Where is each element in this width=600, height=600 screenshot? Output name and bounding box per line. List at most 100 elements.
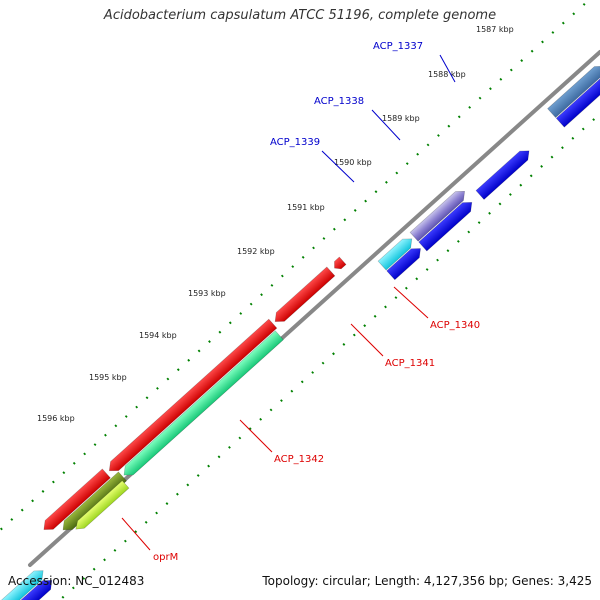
tick-mark [478, 96, 482, 100]
tick-mark [581, 127, 585, 131]
tick-mark [364, 199, 368, 203]
tick-mark [394, 296, 398, 300]
gene-label-leader [239, 419, 273, 453]
tick-mark [269, 408, 273, 412]
tick-mark [41, 489, 45, 493]
tick-mark [217, 455, 221, 459]
kbp-tick-label: 1588 kbp [428, 70, 466, 79]
tick-mark [572, 12, 576, 16]
tick-mark [499, 77, 503, 81]
gene-arrow-acp1339-lower [386, 248, 421, 281]
tick-mark [311, 371, 315, 374]
tick-mark [551, 31, 555, 34]
tick-mark [93, 443, 97, 447]
gene-arrow-opr-red [43, 468, 111, 530]
kbp-tick-labels: 1587 kbp 1588 kbp 1589 kbp 1590 kbp 1591 kbp… [37, 25, 514, 423]
tick-mark [508, 193, 512, 196]
gene-label-leader [321, 150, 355, 183]
tick-mark [72, 461, 76, 465]
tick-mark [415, 277, 419, 281]
tick-mark [404, 286, 408, 290]
tick-mark [291, 265, 295, 269]
tick-mark [530, 49, 534, 53]
tick-mark [592, 118, 596, 122]
tick-mark [186, 483, 190, 487]
tick-mark [280, 399, 283, 403]
tick-mark [123, 539, 127, 543]
tick-mark [395, 171, 399, 175]
gene-label-leader [393, 286, 429, 319]
kbp-tick-label: 1594 kbp [139, 331, 177, 340]
gene-arrow-acp1341 [274, 266, 336, 322]
tick-mark [300, 380, 304, 384]
tick-mark [166, 377, 170, 381]
tick-mark [0, 527, 3, 531]
kbp-tick-label: 1593 kbp [188, 289, 226, 298]
tick-mark [113, 548, 117, 552]
tick-mark [165, 502, 169, 506]
tick-mark [239, 312, 243, 315]
tick-mark [51, 480, 55, 484]
gene-label: ACP_1338 [314, 96, 364, 107]
tick-mark [321, 361, 325, 365]
gene-arrow-left-cyan [0, 570, 44, 600]
tick-mark [196, 474, 200, 477]
tick-mark [373, 314, 377, 318]
tick-mark [104, 433, 107, 437]
tick-mark [426, 143, 430, 147]
gene-label: oprM [153, 552, 178, 563]
tick-mark [270, 283, 274, 287]
tick-mark [290, 389, 294, 393]
tick-mark [332, 227, 336, 231]
tick-mark [207, 464, 211, 468]
gene-arrow-blue [555, 75, 600, 128]
gene-labels: ACP_1337 ACP_1338 ACP_1339 ACP_1340 ACP_1341… [121, 41, 480, 563]
gene-label: ACP_1342 [274, 454, 324, 465]
gene-label: ACP_1340 [430, 320, 480, 331]
kbp-tick-label: 1591 kbp [287, 203, 325, 212]
tick-mark [520, 59, 524, 63]
tick-mark [446, 249, 450, 253]
tick-mark [541, 40, 544, 44]
tick-mark [144, 520, 148, 524]
gene-label-leader [121, 517, 151, 551]
tick-mark [540, 164, 544, 168]
tick-mark [312, 246, 315, 250]
tick-mark [509, 68, 513, 72]
tick-mark [529, 174, 533, 178]
tick-mark [447, 124, 451, 128]
tick-mark [83, 452, 87, 456]
gene-arrow-acp1337 [475, 150, 530, 200]
tick-mark [187, 358, 191, 362]
gene-arrow-acp1339 [377, 238, 413, 271]
gene-arrow-left-blue [0, 580, 53, 600]
tick-mark [457, 115, 461, 119]
tick-mark [467, 230, 471, 234]
kbp-tick-label: 1592 kbp [237, 247, 275, 256]
tick-mark [134, 530, 138, 534]
tick-mark [248, 427, 252, 431]
tick-mark [20, 508, 24, 512]
tick-mark [124, 415, 128, 418]
tick-mark [82, 577, 86, 580]
gene-label: ACP_1339 [270, 137, 320, 148]
tick-mark [135, 405, 139, 409]
tick-mark [280, 274, 284, 278]
kbp-tick-label: 1590 kbp [334, 158, 372, 167]
tick-mark [62, 471, 66, 475]
tick-mark [352, 333, 356, 337]
gene-arrow-acp1342 [108, 318, 278, 472]
tick-mark [468, 105, 472, 109]
tick-mark [353, 208, 357, 212]
gene-arrow-steelblue [547, 65, 600, 118]
gene-arrow-acp1342-green [123, 330, 284, 476]
tick-mark [384, 305, 387, 309]
tick-mark [259, 417, 263, 421]
tick-mark [477, 221, 481, 225]
tick-mark [519, 183, 523, 187]
accession-text: Accession: NC_012483 [8, 574, 145, 588]
tick-mark [249, 302, 253, 306]
tick-mark [425, 268, 429, 271]
